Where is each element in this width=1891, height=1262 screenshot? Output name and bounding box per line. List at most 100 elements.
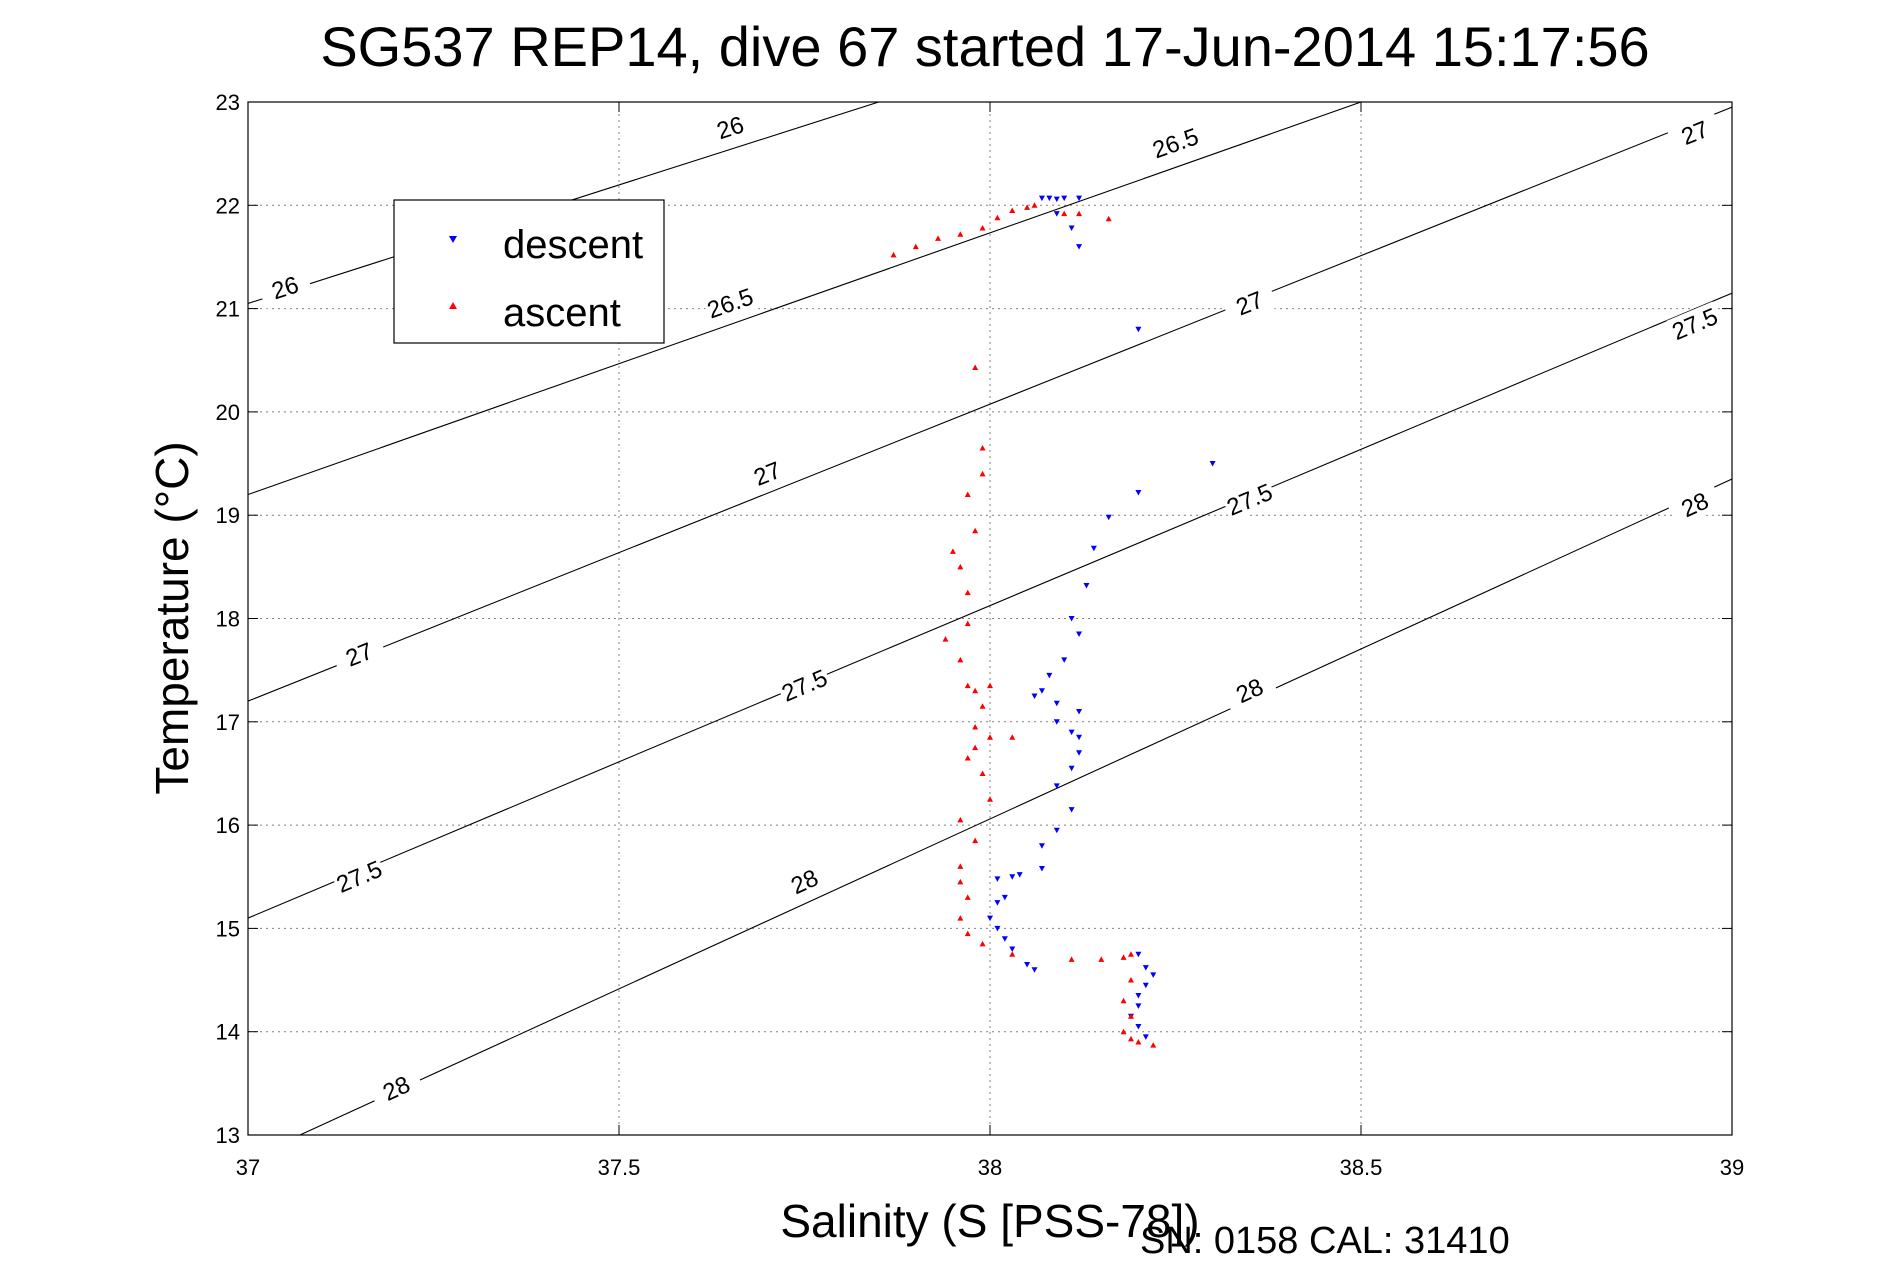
y-tick-label: 22 <box>216 193 240 218</box>
descent-point <box>1068 616 1075 622</box>
density-contours <box>248 102 1732 1135</box>
legend-descent-label: descent <box>503 223 643 267</box>
series-descent <box>987 195 1216 1040</box>
contour-label-group: 27.5 <box>1221 477 1279 523</box>
descent-point <box>1135 1024 1142 1030</box>
ascent-point <box>979 940 986 947</box>
descent-point <box>1053 719 1060 725</box>
ascent-point <box>957 878 964 885</box>
ascent-point <box>890 251 897 258</box>
contour-label-gap <box>702 281 759 325</box>
ascent-point <box>964 682 971 689</box>
descent-point <box>1209 461 1216 467</box>
ascent-point <box>1009 951 1016 957</box>
ascent-point <box>957 231 964 237</box>
descent-point <box>1001 894 1008 901</box>
ascent-point <box>912 243 919 250</box>
descent-point <box>994 876 1001 882</box>
contour-label-gap <box>1221 667 1279 714</box>
ascent-point <box>1031 202 1038 208</box>
ascent-point <box>1127 1013 1134 1019</box>
descent-point <box>1038 865 1045 872</box>
ascent-point <box>979 703 986 709</box>
contour-line-27-5 <box>248 292 1732 919</box>
ascent-point <box>964 491 971 498</box>
data-series <box>890 195 1216 1048</box>
ascent-point <box>1127 1035 1134 1042</box>
y-tick-label: 15 <box>216 916 240 941</box>
ascent-point <box>964 754 971 761</box>
ascent-point <box>972 364 979 370</box>
y-tick-label: 16 <box>216 813 240 838</box>
descent-point <box>1009 946 1016 953</box>
descent-point <box>1068 765 1075 772</box>
descent-point <box>1053 700 1060 707</box>
ascent-point <box>1105 215 1112 222</box>
ascent-point <box>964 620 971 627</box>
descent-point <box>1046 195 1053 202</box>
ascent-point <box>964 589 971 596</box>
descent-point <box>1068 225 1075 232</box>
ascent-point <box>1120 954 1127 960</box>
descent-point <box>1001 936 1008 942</box>
descent-point <box>1053 196 1060 203</box>
descent-point <box>1135 326 1142 333</box>
ascent-point <box>1068 956 1075 962</box>
y-tick-label: 18 <box>216 607 240 632</box>
descent-point <box>1061 195 1068 202</box>
ascent-point <box>957 915 964 921</box>
ascent-point <box>1127 977 1134 983</box>
ascent-point <box>987 682 993 689</box>
descent-point <box>1038 843 1045 849</box>
descent-point <box>1135 489 1142 496</box>
contour-label-gap <box>702 106 759 149</box>
contour-label-gap <box>775 858 834 906</box>
y-tick-label: 13 <box>216 1123 240 1148</box>
descent-point <box>1142 982 1149 989</box>
descent-point <box>1046 672 1053 679</box>
ascent-point <box>1150 1042 1157 1048</box>
descent-point <box>1053 783 1060 789</box>
x-tick-label: 37 <box>236 1155 260 1180</box>
legend-ascent-marker <box>449 302 457 309</box>
ascent-point <box>987 796 993 802</box>
contour-label-gap <box>1221 281 1279 326</box>
descent-point <box>1038 195 1045 202</box>
descent-point <box>1076 244 1083 250</box>
descent-point <box>1150 972 1157 978</box>
ascent-point <box>979 445 986 451</box>
y-tick-label: 17 <box>216 710 240 735</box>
ascent-point <box>987 734 993 740</box>
serial-calibration-footer: SN: 0158 CAL: 31410 <box>1140 1220 1510 1262</box>
ascent-point <box>964 930 971 937</box>
ascent-point <box>979 470 986 477</box>
descent-point <box>1135 1003 1142 1009</box>
y-tick-label: 21 <box>216 297 240 322</box>
ascent-point <box>964 894 971 900</box>
descent-point <box>1031 967 1038 973</box>
ascent-point <box>972 744 979 751</box>
chart-title: SG537 REP14, dive 67 started 17-Jun-2014… <box>320 15 1649 78</box>
x-tick-label: 38 <box>978 1155 1002 1180</box>
descent-point <box>1135 993 1142 999</box>
contour-label-gap <box>776 663 833 709</box>
x-axis-label: Salinity (S [PSS-78]) <box>780 1195 1199 1247</box>
ascent-point <box>1009 734 1016 740</box>
contour-line-28 <box>299 478 1732 1135</box>
descent-point <box>1068 729 1075 736</box>
ascent-point <box>1120 1028 1127 1035</box>
descent-point <box>1009 874 1016 880</box>
ascent-point <box>1135 1039 1142 1045</box>
y-axis-label: Temperature (°C) <box>146 441 198 794</box>
descent-point <box>994 925 1001 932</box>
descent-point <box>994 900 1001 906</box>
contour-label-gap <box>1666 301 1724 347</box>
ascent-point <box>1120 997 1127 1004</box>
contour-label-gap <box>1666 110 1724 156</box>
y-tick-label: 14 <box>216 1020 240 1045</box>
axis-ticks: 37 37.5 38 38.5 39 13 14 15 16 17 18 19 20 21 22 23 <box>216 90 1745 1180</box>
contour-label-gap <box>330 632 388 677</box>
descent-point <box>1031 693 1038 699</box>
